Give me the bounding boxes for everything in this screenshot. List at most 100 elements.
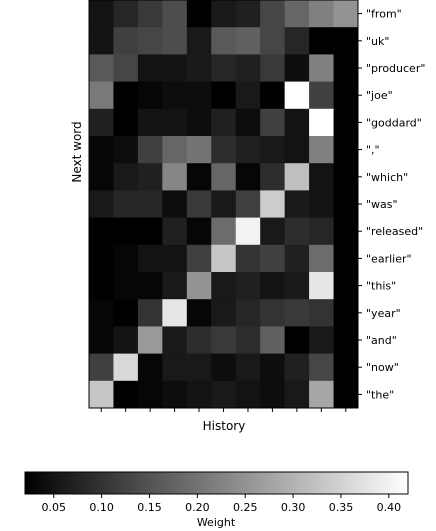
heatmap-cell-r12-c0 [89, 326, 114, 354]
heatmap-cell-r1-c1 [113, 27, 139, 55]
heatmap-cell-r9-c5 [211, 244, 237, 273]
heatmap-cell-r5-c6 [235, 136, 261, 164]
heatmap-cell-r14-c7 [260, 380, 286, 409]
heatmap-cell-r9-c4 [186, 244, 212, 273]
heatmap-cell-r9-c3 [162, 244, 188, 273]
heatmap-cell-r10-c5 [211, 272, 237, 300]
heatmap-cell-r11-c3 [162, 299, 188, 327]
heatmap-cell-r7-c4 [186, 190, 212, 218]
y-tick-label: "released" [366, 225, 423, 238]
heatmap-cell-r12-c7 [260, 326, 286, 354]
heatmap-cell-r8-c1 [113, 217, 139, 246]
heatmap-cell-r3-c2 [137, 81, 163, 110]
heatmap-cell-r8-c9 [309, 217, 334, 246]
heatmap-cell-r14-c2 [137, 380, 163, 409]
heatmap-cell-r6-c9 [309, 163, 334, 191]
heatmap-cell-r5-c10 [333, 136, 359, 164]
heatmap-cell-r8-c6 [235, 217, 261, 246]
heatmap-cell-r0-c2 [137, 0, 163, 28]
heatmap-cell-r10-c8 [284, 272, 310, 300]
heatmap-cell-r9-c2 [137, 244, 163, 273]
heatmap-cell-r7-c3 [162, 190, 188, 218]
heatmap-cell-r11-c8 [284, 299, 310, 327]
heatmap-cell-r12-c10 [333, 326, 359, 354]
y-tick-label: "," [366, 144, 380, 157]
heatmap-cell-r13-c5 [211, 353, 237, 382]
heatmap-cell-r14-c4 [186, 380, 212, 409]
heatmap-cell-r3-c7 [260, 81, 286, 110]
heatmap-cell-r0-c1 [113, 0, 139, 28]
colorbar [24, 471, 409, 495]
heatmap-cell-r6-c5 [211, 163, 237, 191]
heatmap-cell-r12-c2 [137, 326, 163, 354]
heatmap-cell-r14-c0 [89, 380, 114, 409]
heatmap-cell-r4-c3 [162, 108, 188, 137]
heatmap-cell-r14-c5 [211, 380, 237, 409]
heatmap-cell-r7-c0 [89, 190, 114, 218]
heatmap-cell-r12-c1 [113, 326, 139, 354]
heatmap-cell-r9-c0 [89, 244, 114, 273]
heatmap-cell-r9-c6 [235, 244, 261, 273]
y-tick-label: "producer" [366, 62, 425, 75]
colorbar-tick-label: 0.40 [377, 501, 402, 514]
heatmap-cell-r2-c2 [137, 54, 163, 82]
heatmap-cell-r5-c2 [137, 136, 163, 164]
colorbar-tick-label: 0.20 [185, 501, 210, 514]
heatmap-cell-r6-c10 [333, 163, 359, 191]
heatmap-cell-r9-c8 [284, 244, 310, 273]
y-tick-label: "which" [366, 171, 408, 184]
heatmap-cell-r0-c9 [309, 0, 334, 28]
heatmap-cell-r11-c7 [260, 299, 286, 327]
heatmap-cell-r13-c4 [186, 353, 212, 382]
heatmap-cell-r13-c1 [113, 353, 139, 382]
heatmap-cell-r2-c10 [333, 54, 359, 82]
y-tick-label: "the" [366, 388, 394, 401]
heatmap-cell-r10-c10 [333, 272, 359, 300]
x-axis-ticks [100, 408, 347, 412]
heatmap-cell-r13-c9 [309, 353, 334, 382]
heatmap-cell-r4-c9 [309, 108, 334, 137]
y-tick-label: "from" [366, 8, 402, 21]
heatmap-cell-r0-c8 [284, 0, 310, 28]
heatmap-cell-r8-c10 [333, 217, 359, 246]
colorbar-tick-label: 0.30 [281, 501, 306, 514]
heatmap-cell-r4-c5 [211, 108, 237, 137]
heatmap-cell-r13-c0 [89, 353, 114, 382]
heatmap-cell-r10-c2 [137, 272, 163, 300]
heatmap-cell-r4-c1 [113, 108, 139, 137]
heatmap-cell-r2-c1 [113, 54, 139, 82]
heatmap-cell-r10-c7 [260, 272, 286, 300]
heatmap-cell-r11-c2 [137, 299, 163, 327]
heatmap-cell-r10-c1 [113, 272, 139, 300]
heatmap-cell-r11-c10 [333, 299, 359, 327]
heatmap-cell-r6-c0 [89, 163, 114, 191]
heatmap-cell-r12-c5 [211, 326, 237, 354]
heatmap-cell-r1-c0 [89, 27, 114, 55]
heatmap-cell-r4-c10 [333, 108, 359, 137]
heatmap-cell-r1-c4 [186, 27, 212, 55]
heatmap-cell-r9-c10 [333, 244, 359, 273]
heatmap-cell-r3-c8 [284, 81, 310, 110]
colorbar-tick-label: 0.05 [41, 501, 66, 514]
heatmap-cell-r9-c1 [113, 244, 139, 273]
y-tick-label: "and" [366, 334, 397, 347]
heatmap-cell-r14-c1 [113, 380, 139, 409]
heatmap-cell-r5-c7 [260, 136, 286, 164]
colorbar-ticks: 0.05 0.10 0.15 0.20 0.25 0.30 0.35 0.40 [41, 494, 401, 514]
heatmap-cell-r14-c8 [284, 380, 310, 409]
heatmap-cell-r3-c6 [235, 81, 261, 110]
heatmap-cell-r3-c10 [333, 81, 359, 110]
heatmap-cell-r13-c8 [284, 353, 310, 382]
heatmap-cell-r9-c7 [260, 244, 286, 273]
y-axis-ticks: "from" "uk" "producer" "joe" "goddard" "," "wh… [358, 8, 425, 401]
heatmap-cell-r3-c5 [211, 81, 237, 110]
heatmap-cell-r3-c9 [309, 81, 334, 110]
heatmap-cell-r8-c4 [186, 217, 212, 246]
heatmap-cell-r11-c9 [309, 299, 334, 327]
heatmap-cell-r4-c0 [89, 108, 114, 137]
heatmap-cell-r14-c6 [235, 380, 261, 409]
heatmap-cell-r5-c8 [284, 136, 310, 164]
colorbar-tick-label: 0.10 [89, 501, 114, 514]
heatmap-cell-r7-c1 [113, 190, 139, 218]
